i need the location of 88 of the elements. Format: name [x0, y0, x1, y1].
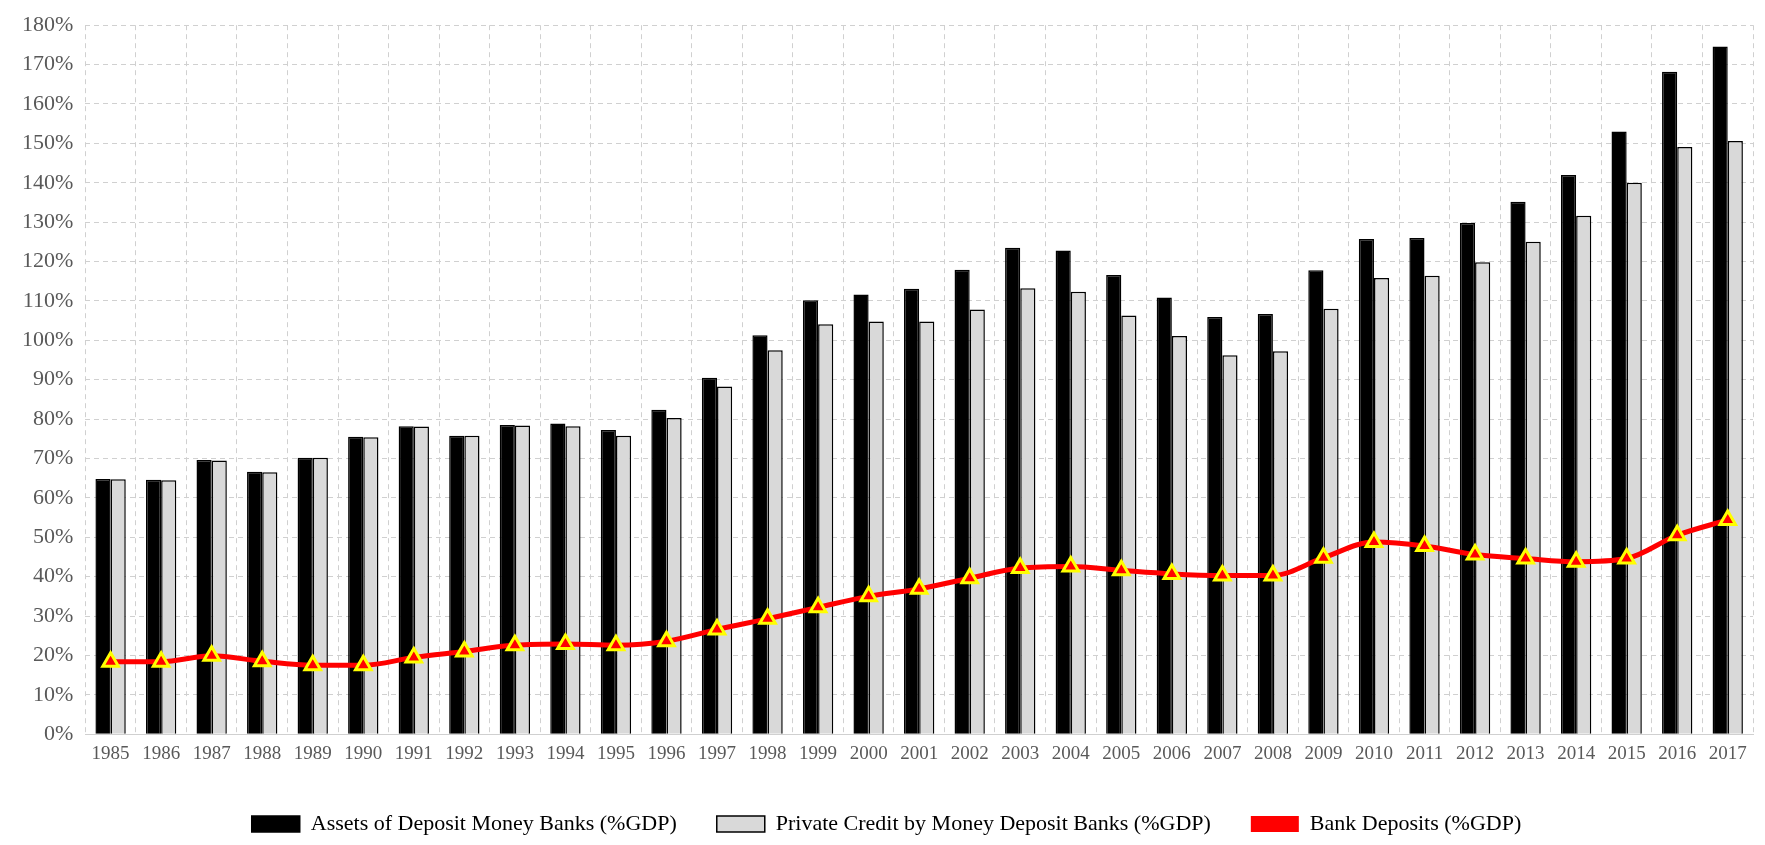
x-tick-label: 2012 — [1456, 741, 1495, 763]
point — [303, 654, 323, 672]
y-tick-label: 0% — [44, 719, 74, 745]
point — [1415, 535, 1434, 552]
x-tick-label: 2011 — [1405, 741, 1444, 763]
x-tick-label: 1991 — [394, 741, 433, 763]
x-tick-label: 2014 — [1557, 741, 1596, 763]
y-tick-label: 150% — [22, 129, 74, 155]
x-tick-label: 2008 — [1253, 741, 1292, 763]
point — [1213, 564, 1232, 582]
y-tick-label: 100% — [22, 326, 74, 352]
x-tick-label: 2002 — [950, 741, 989, 763]
point — [404, 646, 424, 664]
point — [707, 618, 727, 636]
x-tick-label: 2000 — [849, 741, 888, 763]
y-tick-label: 110% — [22, 286, 74, 312]
x-tick-label: 1990 — [344, 741, 383, 763]
point — [202, 645, 221, 662]
point — [1162, 563, 1182, 580]
x-tick-label: 2001 — [900, 741, 939, 763]
y-tick-label: 170% — [22, 50, 74, 76]
y-tick-label: 120% — [22, 247, 74, 273]
x-tick-label: 2016 — [1658, 741, 1697, 763]
point — [556, 633, 575, 650]
point — [1112, 559, 1131, 577]
x-tick-label: 2013 — [1506, 741, 1545, 763]
y-tick-label: 70% — [33, 444, 74, 470]
point — [353, 654, 373, 672]
y-tick-label: 140% — [22, 168, 74, 194]
legend-label: Bank Deposits (%GDP) — [1309, 809, 1522, 835]
point — [151, 651, 171, 668]
point — [455, 640, 474, 658]
point — [1718, 509, 1738, 526]
x-tick-label: 1995 — [596, 741, 635, 763]
y-tick-label: 180% — [22, 10, 74, 36]
point — [960, 567, 979, 585]
point — [1617, 548, 1636, 565]
x-tick-label: 1987 — [192, 741, 231, 763]
point — [1516, 548, 1535, 565]
point — [909, 578, 929, 595]
x-tick-label: 2003 — [1001, 741, 1040, 763]
x-tick-label: 1999 — [799, 741, 838, 763]
point — [808, 596, 828, 614]
y-tick-label: 30% — [33, 601, 74, 627]
y-tick-label: 60% — [33, 483, 74, 509]
x-tick-label: 2009 — [1304, 741, 1343, 763]
x-tick-label: 1998 — [748, 741, 787, 763]
x-tick-label: 1986 — [142, 741, 181, 763]
point — [1566, 551, 1586, 568]
y-tick-label: 20% — [33, 641, 74, 667]
x-tick-label: 1993 — [495, 741, 534, 763]
point — [252, 650, 272, 668]
point — [606, 634, 626, 652]
x-tick-label: 1989 — [293, 741, 332, 763]
x-tick-label: 1992 — [445, 741, 484, 763]
x-tick-label: 1985 — [91, 741, 130, 763]
point — [1314, 547, 1333, 564]
x-tick-label: 2007 — [1203, 741, 1242, 763]
point — [1010, 557, 1030, 574]
y-tick-label: 130% — [22, 207, 74, 233]
x-tick-label: 2015 — [1607, 741, 1646, 763]
point — [859, 585, 878, 603]
x-tick-label: 1997 — [698, 741, 737, 763]
y-tick-label: 90% — [33, 365, 74, 391]
point — [1364, 531, 1384, 548]
y-tick-label: 80% — [33, 404, 74, 430]
x-tick-label: 1994 — [546, 741, 585, 763]
x-tick-label: 2017 — [1708, 741, 1747, 763]
point — [101, 651, 120, 668]
x-tick-label: 1988 — [243, 741, 282, 763]
point — [1263, 564, 1283, 582]
point — [1465, 544, 1485, 561]
legend-label: Assets of Deposit Money Banks (%GDP) — [310, 809, 677, 835]
point — [758, 608, 777, 625]
point — [1061, 555, 1081, 573]
x-tick-label: 2006 — [1152, 741, 1191, 763]
x-tick-label: 2010 — [1354, 741, 1393, 763]
y-tick-label: 10% — [33, 680, 74, 706]
point — [505, 634, 525, 652]
point — [1667, 524, 1687, 542]
x-tick-label: 2004 — [1051, 741, 1091, 763]
x-tick-label: 1996 — [647, 741, 686, 763]
y-tick-label: 40% — [33, 562, 74, 588]
x-tick-label: 2005 — [1102, 741, 1141, 763]
point — [657, 630, 676, 648]
y-tick-label: 50% — [33, 523, 74, 549]
y-tick-label: 160% — [22, 89, 74, 115]
legend-label: Private Credit by Money Deposit Banks (%GDP) — [775, 809, 1211, 835]
